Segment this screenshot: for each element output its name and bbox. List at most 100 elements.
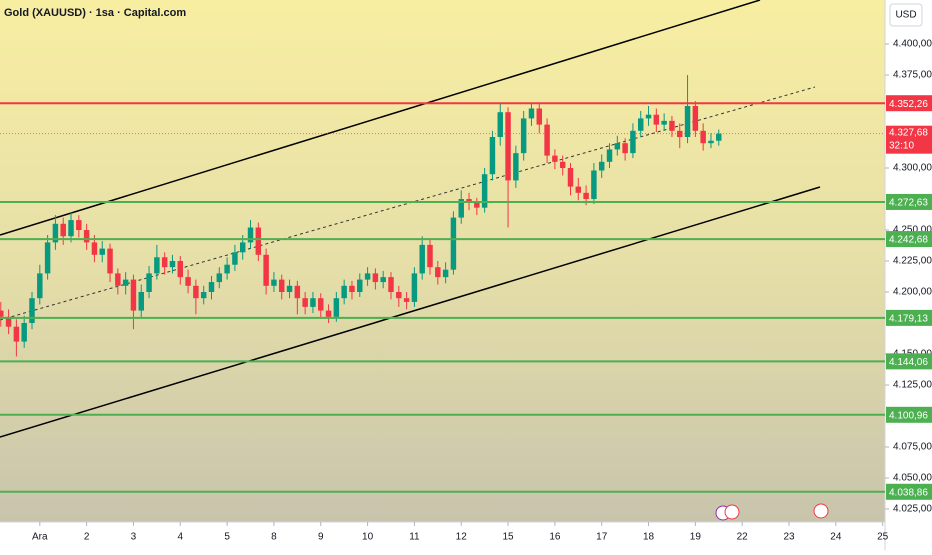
level-label-box xyxy=(886,483,932,500)
candle-body xyxy=(559,161,566,169)
level-label-box xyxy=(886,353,932,370)
candle-body xyxy=(692,106,699,131)
candle-body xyxy=(29,298,35,323)
y-tick-label: 4.225,00 xyxy=(893,256,932,267)
candle-body xyxy=(645,114,652,119)
level-label-box xyxy=(886,406,932,423)
candle-body xyxy=(396,291,402,299)
candle-body xyxy=(247,227,254,243)
level-label: 4.144,06 xyxy=(889,357,928,368)
event-icon[interactable] xyxy=(724,504,740,520)
candle-body xyxy=(661,120,667,125)
event-icon[interactable] xyxy=(813,503,829,519)
candle-body xyxy=(489,137,496,175)
candle-body xyxy=(513,153,519,181)
candle-body xyxy=(700,130,706,144)
x-tick-label: 4 xyxy=(177,532,183,543)
candle-body xyxy=(208,282,215,292)
level-label: 4.352,26 xyxy=(889,99,928,110)
level-label-box xyxy=(886,193,932,210)
candle-body xyxy=(481,174,488,208)
price-axis xyxy=(885,0,932,550)
candle-body xyxy=(21,322,27,342)
candle-body xyxy=(302,298,308,307)
candle-body xyxy=(60,223,66,237)
candle-body xyxy=(614,143,621,150)
y-tick-label: 4.125,00 xyxy=(893,380,932,391)
candle-body xyxy=(91,242,98,255)
candle-body xyxy=(591,170,597,200)
candle-body xyxy=(458,199,464,218)
candle-body xyxy=(505,112,511,181)
candle-body xyxy=(583,192,589,200)
y-tick-label: 4.250,00 xyxy=(893,225,932,236)
candle-body xyxy=(466,199,472,203)
y-tick-label: 4.200,00 xyxy=(893,287,932,298)
time-axis xyxy=(0,522,885,550)
countdown: 32:10 xyxy=(889,140,914,151)
candle-body xyxy=(341,285,347,299)
level-label: 4.100,96 xyxy=(889,410,928,421)
x-tick-label: 25 xyxy=(877,532,889,543)
channel-lower xyxy=(0,186,821,438)
candle-body xyxy=(708,140,714,144)
candle-body xyxy=(380,277,386,283)
level-label-box xyxy=(886,95,932,112)
candle-body xyxy=(544,124,550,156)
candle-body xyxy=(44,242,51,274)
candle-body xyxy=(239,242,246,253)
chart-title: Gold (XAUUSD) · 1sa · Capital.com xyxy=(4,7,186,19)
y-tick-label: 4.375,00 xyxy=(893,70,932,81)
candle-body xyxy=(138,291,144,311)
candle-body xyxy=(279,279,285,292)
candle-body xyxy=(716,133,722,141)
candle-body xyxy=(567,168,574,187)
candle-body xyxy=(177,261,184,278)
candle-body xyxy=(388,277,394,292)
x-tick-label: 5 xyxy=(224,532,230,543)
x-tick-label: 15 xyxy=(502,532,514,543)
candle-body xyxy=(169,261,176,268)
candle-body xyxy=(419,244,425,274)
candle-body xyxy=(68,220,74,237)
x-tick-label: 23 xyxy=(783,532,795,543)
x-tick-label: Ara xyxy=(32,532,48,543)
candle-body xyxy=(598,161,605,171)
axes: 4.400,00 4.375,00 4.300,00 4.250,00 4.225,00… xyxy=(32,39,932,543)
x-tick-label: 22 xyxy=(737,532,749,543)
candle-body xyxy=(411,273,418,302)
x-tick-label: 2 xyxy=(84,532,90,543)
candle-body xyxy=(333,298,340,317)
x-tick-label: 16 xyxy=(549,532,561,543)
x-tick-label: 9 xyxy=(318,532,324,543)
candle-body xyxy=(318,298,324,311)
level-label-box xyxy=(886,231,932,248)
candle-body xyxy=(450,217,457,270)
x-tick-label: 11 xyxy=(409,532,420,543)
candle-body xyxy=(76,220,82,231)
candle-body xyxy=(255,227,262,255)
candle-body xyxy=(325,310,332,317)
x-tick-label: 24 xyxy=(830,532,842,543)
candle-body xyxy=(161,257,168,268)
candle-body xyxy=(200,291,207,299)
currency-button[interactable] xyxy=(889,3,923,27)
currency[interactable]: USD xyxy=(895,10,916,21)
event-icons xyxy=(715,503,829,521)
candle-body xyxy=(224,264,230,274)
candle-body xyxy=(349,285,355,292)
level-label: 4.272,63 xyxy=(889,198,928,209)
current-price-box xyxy=(886,125,932,154)
plot-area xyxy=(0,0,885,493)
candle-body xyxy=(52,223,59,243)
level-label: 4.179,13 xyxy=(889,314,928,325)
candle-body xyxy=(294,285,301,299)
candle-body xyxy=(669,120,675,131)
x-tick-label: 3 xyxy=(131,532,137,543)
candle-body xyxy=(497,112,503,138)
y-tick-label: 4.400,00 xyxy=(893,39,932,50)
y-tick-label: 4.300,00 xyxy=(893,163,932,174)
candle-body xyxy=(435,267,441,278)
candle-body xyxy=(357,279,363,292)
